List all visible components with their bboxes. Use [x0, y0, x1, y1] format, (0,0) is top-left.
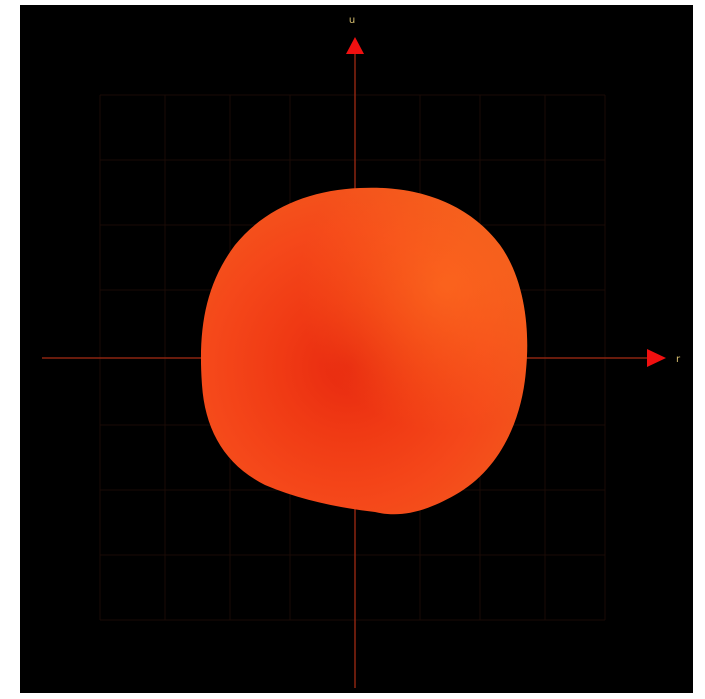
horizontal-arrow — [647, 349, 666, 367]
blob-highlight — [200, 187, 528, 515]
vertical-arrow — [346, 37, 364, 54]
vertical-axis-label: u — [349, 15, 355, 26]
horizontal-axis-label: r — [676, 354, 681, 365]
